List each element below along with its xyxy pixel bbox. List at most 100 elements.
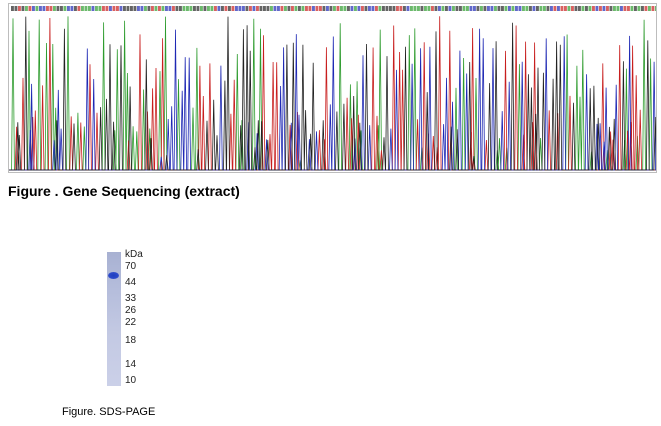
base-call-mark <box>616 6 620 11</box>
base-call-mark <box>560 6 564 11</box>
base-call-mark <box>578 6 581 11</box>
base-call-mark <box>497 6 501 11</box>
base-call-mark <box>186 6 189 11</box>
base-call-mark <box>539 6 543 11</box>
base-call-mark <box>431 6 434 11</box>
base-call-mark <box>84 6 88 11</box>
base-call-mark <box>340 6 343 11</box>
base-call-mark <box>21 6 25 11</box>
base-call-mark <box>35 6 39 11</box>
sequencing-chromatogram <box>8 3 657 173</box>
base-call-mark <box>494 6 497 11</box>
base-call-mark <box>137 6 140 11</box>
base-call-mark <box>613 6 616 11</box>
base-call-mark <box>182 6 186 11</box>
base-call-mark <box>301 6 305 11</box>
base-call-mark <box>95 6 98 11</box>
base-call-mark <box>637 6 641 11</box>
base-call-mark <box>228 6 231 11</box>
base-call-mark <box>203 6 207 11</box>
base-call-mark <box>291 6 294 11</box>
base-call-mark <box>515 6 518 11</box>
trace-line-3 <box>9 16 656 171</box>
base-call-mark <box>193 6 196 11</box>
base-call-mark <box>427 6 431 11</box>
base-call-mark <box>252 6 256 11</box>
base-call-mark <box>242 6 245 11</box>
base-call-mark <box>168 6 172 11</box>
base-call-mark <box>175 6 179 11</box>
base-call-mark <box>158 6 161 11</box>
base-call-mark <box>238 6 242 11</box>
base-call-mark <box>609 6 613 11</box>
marker-label-18: 18 <box>125 335 137 346</box>
base-call-mark <box>417 6 420 11</box>
base-call-mark <box>235 6 238 11</box>
base-call-mark <box>11 6 14 11</box>
base-call-mark <box>280 6 284 11</box>
base-call-mark <box>592 6 595 11</box>
base-call-mark <box>602 6 606 11</box>
base-call-mark <box>455 6 459 11</box>
base-call-mark <box>368 6 371 11</box>
base-call-mark <box>574 6 578 11</box>
base-call-mark <box>210 6 214 11</box>
base-call-mark <box>53 6 56 11</box>
base-call-mark <box>266 6 270 11</box>
base-call-mark <box>32 6 35 11</box>
marker-label-33: 33 <box>125 293 137 304</box>
base-call-mark <box>315 6 319 11</box>
base-call-mark <box>305 6 308 11</box>
base-call-mark <box>364 6 368 11</box>
base-call-mark <box>161 6 165 11</box>
base-call-mark <box>144 6 147 11</box>
base-call-mark <box>385 6 389 11</box>
base-call-mark <box>651 6 655 11</box>
base-call-mark <box>333 6 336 11</box>
base-call-mark <box>256 6 259 11</box>
base-call-mark <box>63 6 67 11</box>
base-call-mark <box>151 6 154 11</box>
base-call-mark <box>70 6 74 11</box>
base-call-mark <box>116 6 119 11</box>
base-call-mark <box>389 6 392 11</box>
base-call-mark <box>630 6 634 11</box>
base-call-mark <box>336 6 340 11</box>
base-call-mark <box>294 6 298 11</box>
base-call-mark <box>620 6 623 11</box>
base-call-mark <box>77 6 81 11</box>
base-call-mark <box>473 6 476 11</box>
base-call-mark <box>438 6 441 11</box>
base-call-mark <box>392 6 396 11</box>
base-call-mark <box>287 6 291 11</box>
base-call-mark <box>480 6 483 11</box>
base-call-mark <box>28 6 32 11</box>
base-call-mark <box>483 6 487 11</box>
base-call-mark <box>623 6 627 11</box>
base-call-mark <box>60 6 63 11</box>
base-call-mark <box>46 6 49 11</box>
base-call-mark <box>102 6 105 11</box>
base-call-mark <box>466 6 469 11</box>
base-call-mark <box>105 6 109 11</box>
base-call-mark <box>634 6 637 11</box>
base-call-mark <box>581 6 585 11</box>
base-call-mark <box>501 6 504 11</box>
base-call-mark <box>595 6 599 11</box>
base-call-mark <box>553 6 557 11</box>
base-call-mark <box>133 6 137 11</box>
base-call-mark <box>396 6 399 11</box>
base-call-mark <box>413 6 417 11</box>
base-call-mark <box>140 6 144 11</box>
base-call-mark <box>525 6 529 11</box>
base-call-mark <box>448 6 452 11</box>
base-call-mark <box>67 6 70 11</box>
base-call-mark <box>585 6 588 11</box>
base-call-mark <box>354 6 357 11</box>
base-call-mark <box>588 6 592 11</box>
figure-caption-sds-page: Figure. SDS-PAGE <box>62 406 156 418</box>
base-call-mark <box>648 6 651 11</box>
base-call-mark <box>476 6 480 11</box>
base-call-mark <box>207 6 210 11</box>
base-call-mark <box>329 6 333 11</box>
